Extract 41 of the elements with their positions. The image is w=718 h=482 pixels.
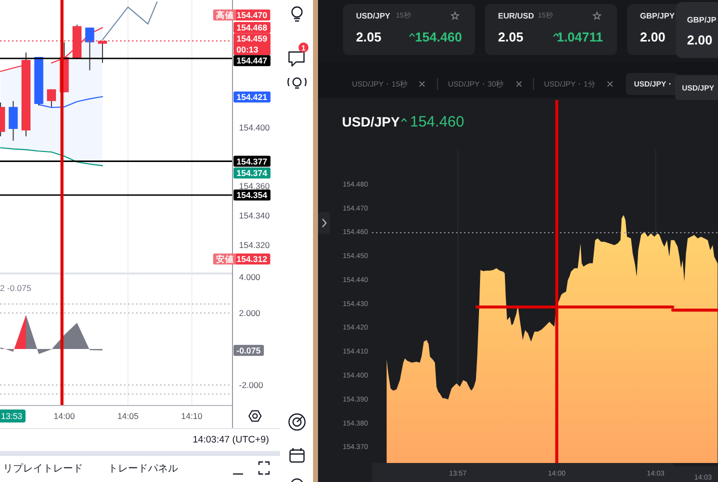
- ref-line-label: 154.377: [236, 156, 268, 166]
- line-series: [0, 147, 104, 166]
- chart-title: USD/JPY: [342, 114, 400, 130]
- candlestick: [8, 100, 18, 142]
- text: 2.05: [498, 30, 524, 44]
- annotation: -0.075: [236, 345, 261, 356]
- candlestick: [85, 27, 94, 71]
- text: 2.05: [356, 30, 382, 44]
- text: 154.460: [415, 30, 462, 44]
- ref-line-label: 154.459 00:13: [236, 34, 268, 55]
- y-tick-label: 2.000: [239, 308, 261, 318]
- text: USD/JPY: [356, 12, 391, 20]
- text: 1.04711: [556, 30, 603, 44]
- ref-line-label: 154.447: [236, 56, 268, 66]
- candlestick: [46, 88, 56, 108]
- y-tick-label: 154.340: [239, 210, 270, 221]
- text: リプレイトレード: [3, 462, 83, 474]
- x-tick-label: 14:10: [181, 411, 203, 421]
- text: EUR/USD: [498, 12, 534, 20]
- text: トレードパネル: [108, 464, 178, 474]
- y-tick-label: 154.360: [239, 181, 270, 192]
- annotation: 高値 154.470: [216, 10, 268, 20]
- text: GBP/JP: [687, 16, 718, 24]
- annotation: 2 -0.075: [0, 283, 32, 293]
- y-tick-label: -2.000: [239, 380, 264, 390]
- chart-subtitle: 154.460: [410, 114, 464, 130]
- text: GBP/JPY: [640, 12, 676, 20]
- text: 154.374: [236, 168, 268, 178]
- x-tick-label: 14:05: [117, 411, 139, 421]
- text: 154.421: [236, 92, 268, 102]
- text: 14:03:47 (UTC+9): [192, 434, 269, 446]
- text: 2.00: [640, 30, 666, 44]
- text: 2.00: [687, 32, 712, 48]
- annotation: 安値 154.312: [216, 254, 268, 264]
- text: 13:53: [1, 411, 23, 421]
- text: 154.468: [236, 22, 268, 32]
- ref-line-label: 154.354: [236, 190, 268, 200]
- y-tick-label: 154.320: [239, 240, 270, 250]
- y-tick-label: 154.400: [239, 122, 270, 132]
- y-tick-label: 4.000: [239, 272, 261, 282]
- x-tick-label: 14:00: [54, 411, 76, 421]
